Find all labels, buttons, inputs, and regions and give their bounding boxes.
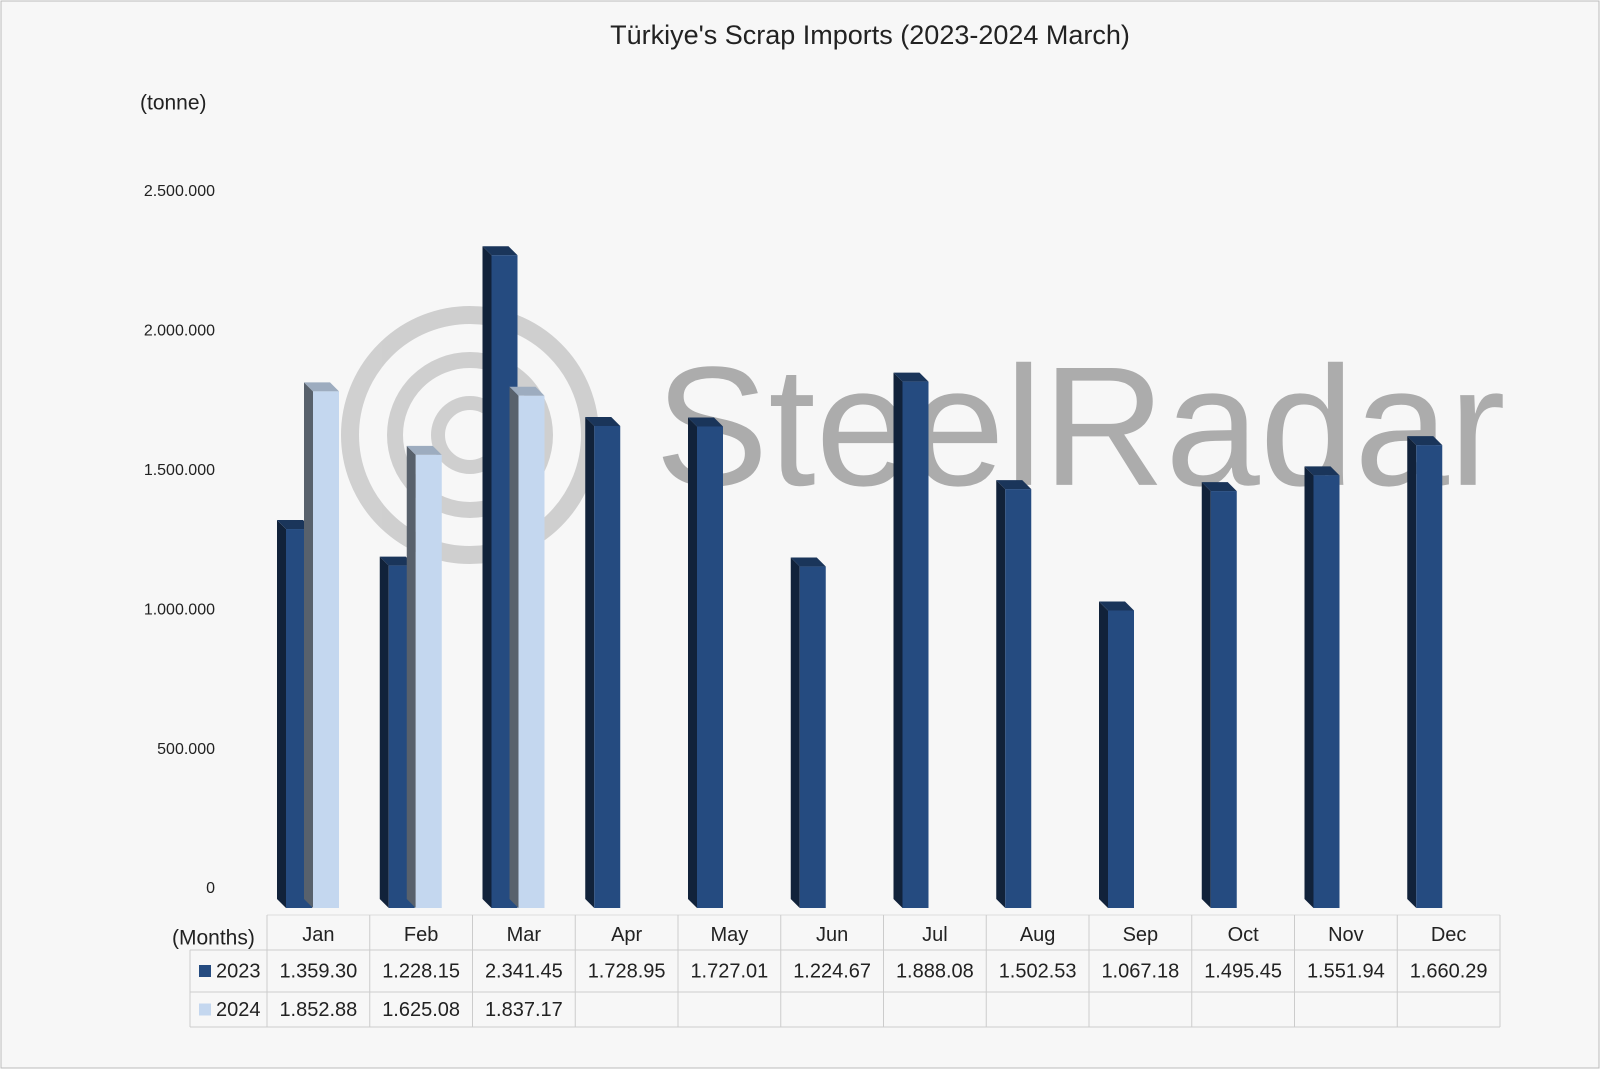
chart-title: Türkiye's Scrap Imports (2023-2024 March… [610,20,1130,50]
bar-top [893,372,929,382]
table-value: 1.228.15 [382,960,460,982]
y-tick-label: 2.500.000 [144,183,215,200]
bar-top [406,445,442,455]
x-tick-label: Nov [1328,924,1364,946]
bar-front [902,381,929,909]
bar [1407,436,1443,908]
bar-top [1201,482,1237,492]
table-value: 1.660.29 [1410,960,1488,982]
x-tick-label: Dec [1431,924,1467,946]
y-axis-label: (tonne) [140,92,207,115]
bar-front [594,425,621,908]
table-value: 1.727.01 [690,960,768,982]
x-tick-label: Apr [611,924,642,946]
bar [893,372,929,909]
bar-side [1099,601,1108,908]
bar [1099,601,1134,908]
legend-swatch [199,1003,211,1016]
bar-front [1005,489,1032,908]
x-tick-label: Mar [507,924,542,946]
watermark-text: SteelRadar [655,332,1506,522]
bar [996,480,1032,908]
bar-top [585,416,621,426]
bar-side [1407,436,1417,908]
bar-side [482,246,492,908]
table-value: 1.625.08 [382,999,460,1021]
bar-front [313,391,339,908]
bar-side [688,417,697,908]
x-tick-label: Sep [1123,924,1159,946]
bar-top [482,246,518,256]
bar-top [1099,601,1134,611]
y-tick-label: 500.000 [157,741,215,758]
bar-front [415,454,442,908]
bar-top [1407,436,1443,446]
x-tick-label: Jul [922,924,948,946]
table-value: 1.551.94 [1307,960,1385,982]
x-tick-label: Oct [1228,924,1260,946]
y-tick-label: 1.500.000 [144,462,215,479]
table-value: 1.495.45 [1204,960,1282,982]
bar [304,382,339,908]
bar-top [1304,466,1340,476]
bar-side [277,520,286,908]
table-value: 1.888.08 [896,960,974,982]
x-tick-label: Aug [1020,924,1056,946]
x-tick-label: Feb [404,924,438,946]
bar-side [304,382,313,908]
table-value: 1.067.18 [1101,960,1179,982]
bar-side [1201,482,1211,908]
y-tick-label: 0 [206,880,215,897]
bar-side [996,480,1006,908]
bar-front [518,395,545,908]
table-value: 1.852.88 [279,999,357,1021]
bar-front [1313,475,1340,908]
bar-top [688,417,723,427]
bar-top [790,557,826,567]
bar-side [509,386,519,908]
bar-front [1210,491,1237,908]
legend-label: 2024 [216,999,261,1021]
table-value: 1.728.95 [588,960,666,982]
table-value: 1.837.17 [485,999,563,1021]
table-value: 1.224.67 [793,960,871,982]
bar-side [406,445,416,908]
bar [790,557,826,908]
bar-front [697,426,723,908]
bar-top [509,386,545,396]
bar-top [996,480,1032,490]
bar-side [585,416,595,908]
legend-label: 2023 [216,960,261,982]
x-tick-label: May [710,924,748,946]
watermark-ring [387,352,553,518]
legend-swatch [199,965,211,977]
x-tick-label: Jan [302,924,334,946]
bar [1304,466,1340,908]
bar [509,386,545,908]
bar [585,416,621,908]
x-tick-label: Jun [816,924,848,946]
table-value: 2.341.45 [485,960,563,982]
y-tick-label: 1.000.000 [144,601,215,618]
bar-top [379,556,415,566]
bar-front [799,566,826,908]
bar-top [277,520,312,530]
bar-front [1416,445,1443,908]
bar [688,417,723,908]
bar [1201,482,1237,908]
bar-side [893,372,903,909]
bar-side [790,557,800,908]
bar-side [1304,466,1314,908]
bar [406,445,442,908]
table-value: 1.359.30 [279,960,357,982]
x-axis-label: (Months) [172,927,255,950]
watermark: SteelRadar [341,306,1506,564]
bar-side [379,556,389,908]
y-tick-label: 2.000.000 [144,323,215,340]
table-value: 1.502.53 [999,960,1077,982]
bar-top [304,382,339,392]
bar-front [1108,610,1134,908]
